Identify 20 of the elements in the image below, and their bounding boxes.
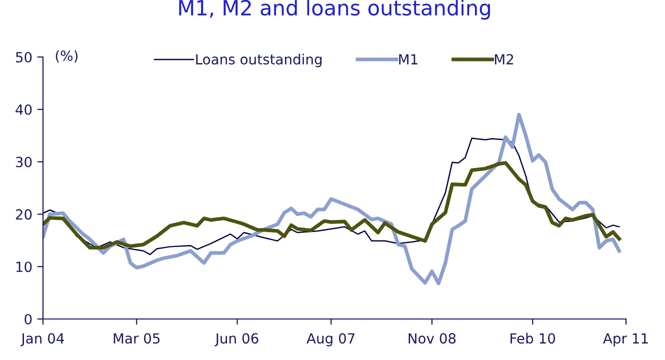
y-tick-label: 50: [16, 52, 32, 62]
x-tick-label: Nov 08: [408, 333, 456, 344]
x-tick-label: Mar 05: [114, 333, 160, 344]
y-tick-label: 10: [16, 262, 32, 272]
x-tick-label: Jan 04: [20, 333, 64, 346]
y-axis-title: (%): [56, 50, 78, 63]
y-tick-label: 20: [16, 209, 32, 220]
y-tick-label: 0: [24, 314, 32, 324]
legend-label: M2: [494, 54, 514, 64]
legend-label: Loans outstanding: [196, 54, 322, 68]
line-series: [43, 161, 621, 250]
line-series: [43, 112, 621, 286]
chart-title: M1, M2 and loans outstanding: [179, 0, 490, 20]
legend-label: M1: [399, 54, 418, 64]
x-tick-label: Aug 07: [306, 333, 355, 346]
y-tick-label: 30: [16, 156, 32, 168]
y-tick-label: 40: [16, 104, 32, 115]
x-tick-label: Apr 11: [603, 333, 648, 346]
x-tick-label: Feb 10: [510, 332, 556, 344]
x-tick-label: Jun 06: [214, 333, 258, 346]
